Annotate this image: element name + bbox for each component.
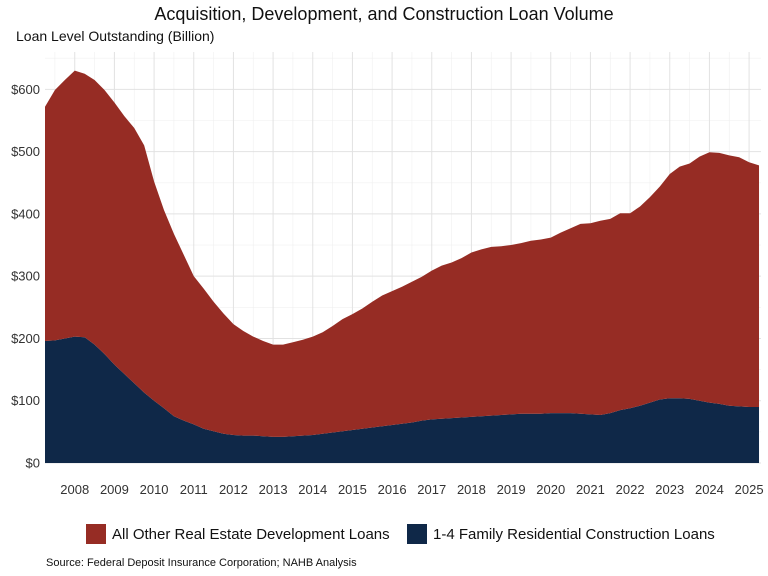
legend-swatch-1: [86, 524, 106, 544]
y-tick-label: $100: [11, 393, 40, 408]
y-tick-label: $0: [26, 456, 40, 471]
x-tick-label: 2012: [219, 482, 248, 497]
legend-swatch-0: [407, 524, 427, 544]
area-series-1: [45, 70, 760, 437]
x-tick-label: 2022: [616, 482, 645, 497]
chart-title: Acquisition, Development, and Constructi…: [154, 4, 614, 24]
x-tick-label: 2025: [735, 482, 764, 497]
x-tick-label: 2018: [457, 482, 486, 497]
x-tick-label: 2009: [100, 482, 129, 497]
x-tick-label: 2013: [259, 482, 288, 497]
x-tick-label: 2019: [497, 482, 526, 497]
area-series-0: [45, 336, 760, 463]
x-tick-label: 2021: [576, 482, 605, 497]
legend: All Other Real Estate Development Loans 1…: [86, 524, 715, 544]
y-tick-label: $300: [11, 269, 40, 284]
x-tick-label: 2024: [695, 482, 724, 497]
x-tick-label: 2016: [378, 482, 407, 497]
legend-label-1: All Other Real Estate Development Loans: [112, 526, 390, 543]
x-axis: 2008 2009 2010 2011 2012 2013 2014 2015 2016 2017…: [60, 482, 763, 497]
x-tick-label: 2020: [536, 482, 565, 497]
x-tick-label: 2017: [417, 482, 446, 497]
chart-subtitle: Loan Level Outstanding (Billion): [16, 28, 215, 44]
y-tick-label: $200: [11, 331, 40, 346]
x-tick-label: 2015: [338, 482, 367, 497]
y-tick-label: $600: [11, 82, 40, 97]
x-tick-label: 2010: [140, 482, 169, 497]
x-tick-label: 2008: [60, 482, 89, 497]
x-tick-label: 2023: [655, 482, 684, 497]
x-tick-label: 2014: [298, 482, 327, 497]
y-tick-label: $500: [11, 144, 40, 159]
y-tick-label: $400: [11, 206, 40, 221]
area-series: [45, 70, 760, 463]
legend-label-0: 1-4 Family Residential Construction Loan…: [433, 526, 715, 543]
y-axis: $0 $100 $200 $300 $400 $500 $600: [11, 82, 40, 471]
x-tick-label: 2011: [180, 482, 208, 497]
source-note: Source: Federal Deposit Insurance Corpor…: [46, 557, 357, 569]
